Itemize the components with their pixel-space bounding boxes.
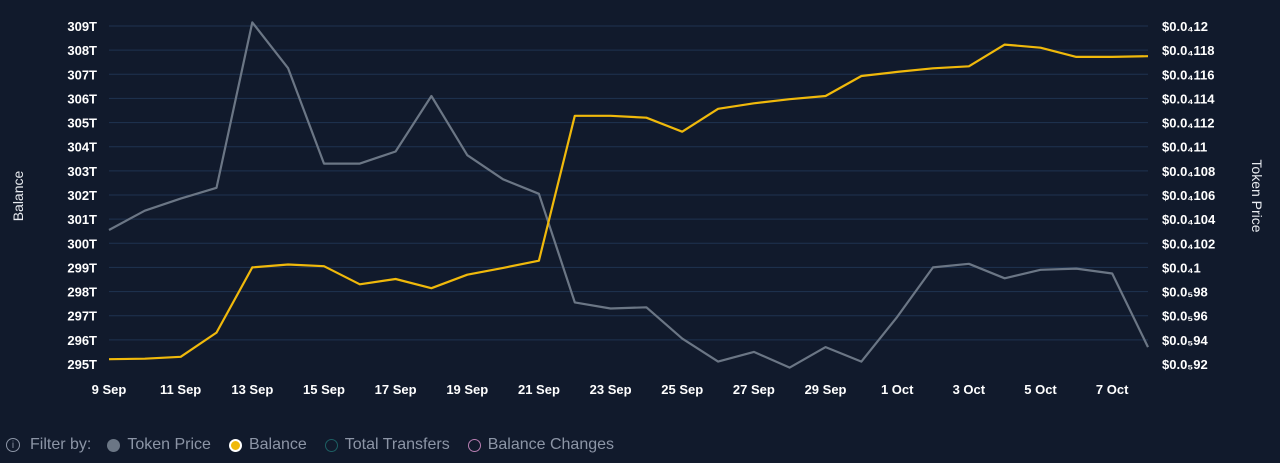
gridlines <box>109 25 1148 341</box>
right-tick-label: $0.0₅94 <box>1162 333 1208 348</box>
balance-legend-dot <box>228 438 242 452</box>
x-tick-label: 25 Sep <box>661 382 703 397</box>
left-axis-title: Balance <box>10 170 26 221</box>
filter-balance-changes[interactable]: Balance Changes <box>467 436 615 454</box>
x-tick-label: 3 Oct <box>953 382 986 397</box>
filter-balance-changes-label: Balance Changes <box>487 436 615 453</box>
left-tick-label: 296T <box>67 333 97 348</box>
line-chart: 295T 296T 297T 298T 299T 300T 301T 302T 303T 304T… <box>10 19 1265 397</box>
x-tick-label: 17 Sep <box>375 382 417 397</box>
right-tick-label: $0.0₄108 <box>1162 164 1215 179</box>
left-tick-label: 301T <box>67 212 97 227</box>
x-tick-label: 7 Oct <box>1096 382 1129 397</box>
x-tick-label: 15 Sep <box>303 382 345 397</box>
filter-token-price-label: Token Price <box>127 436 211 453</box>
right-tick-label: $0.0₅98 <box>1162 285 1208 300</box>
x-tick-label: 5 Oct <box>1024 382 1057 397</box>
total-transfers-legend-dot <box>324 438 338 452</box>
right-tick-label: $0.0₅92 <box>1162 357 1208 372</box>
x-tick-label: 9 Sep <box>92 382 127 397</box>
left-tick-label: 306T <box>67 91 97 106</box>
right-tick-label: $0.0₄102 <box>1162 236 1215 251</box>
left-tick-label: 305T <box>67 116 97 131</box>
right-tick-label: $0.0₄1 <box>1162 260 1201 275</box>
x-tick-label: 19 Sep <box>446 382 488 397</box>
left-tick-label: 302T <box>67 188 97 203</box>
left-tick-label: 299T <box>67 260 97 275</box>
balance-line <box>108 43 1149 361</box>
filter-label: Filter by: <box>30 436 92 453</box>
right-tick-label: $0.0₄12 <box>1162 19 1208 34</box>
x-tick-label: 23 Sep <box>590 382 632 397</box>
x-tick-label: 11 Sep <box>160 382 201 397</box>
token-price-line <box>108 21 1149 369</box>
filter-total-transfers[interactable]: Total Transfers <box>324 436 450 454</box>
left-tick-label: 308T <box>67 43 97 58</box>
left-tick-label: 297T <box>67 309 97 324</box>
filter-balance-label: Balance <box>248 436 307 453</box>
balance-changes-legend-dot <box>467 438 481 452</box>
token-price-legend-dot <box>107 438 121 452</box>
left-tick-label: 300T <box>67 236 97 251</box>
right-tick-label: $0.0₄114 <box>1162 91 1215 106</box>
right-tick-label: $0.0₄104 <box>1162 212 1216 227</box>
x-tick-label: 29 Sep <box>805 382 847 397</box>
series-lines <box>108 21 1149 369</box>
info-icon[interactable]: i <box>6 438 20 452</box>
left-tick-label: 303T <box>67 164 97 179</box>
right-axis-ticks: $0.0₅92 $0.0₅94 $0.0₅96 $0.0₅98 $0.0₄1 $0.0₄1… <box>1162 19 1216 372</box>
right-tick-label: $0.0₄116 <box>1162 67 1214 82</box>
left-tick-label: 295T <box>67 357 97 372</box>
left-tick-label: 307T <box>67 67 97 82</box>
right-tick-label: $0.0₄106 <box>1162 188 1215 203</box>
filter-balance[interactable]: Balance <box>228 436 307 454</box>
left-tick-label: 304T <box>67 140 97 155</box>
left-tick-label: 309T <box>67 19 97 34</box>
x-tick-label: 27 Sep <box>733 382 775 397</box>
x-tick-label: 13 Sep <box>231 382 273 397</box>
x-axis-ticks: 9 Sep 11 Sep 13 Sep 15 Sep 17 Sep 19 Sep 21 Se… <box>92 382 1129 397</box>
filter-token-price[interactable]: Token Price <box>107 436 211 454</box>
left-axis-ticks: 295T 296T 297T 298T 299T 300T 301T 302T 303T 304T… <box>67 19 97 372</box>
x-tick-label: 21 Sep <box>518 382 560 397</box>
right-tick-label: $0.0₄112 <box>1162 116 1214 131</box>
x-tick-label: 1 Oct <box>881 382 914 397</box>
right-axis-title: Token Price <box>1249 159 1265 232</box>
filter-bar: i Filter by: Token Price Balance Total T… <box>6 434 632 456</box>
right-tick-label: $0.0₄118 <box>1162 43 1214 58</box>
right-tick-label: $0.0₄11 <box>1162 140 1207 155</box>
left-tick-label: 298T <box>67 285 97 300</box>
right-tick-label: $0.0₅96 <box>1162 309 1208 324</box>
filter-total-transfers-label: Total Transfers <box>344 436 450 453</box>
